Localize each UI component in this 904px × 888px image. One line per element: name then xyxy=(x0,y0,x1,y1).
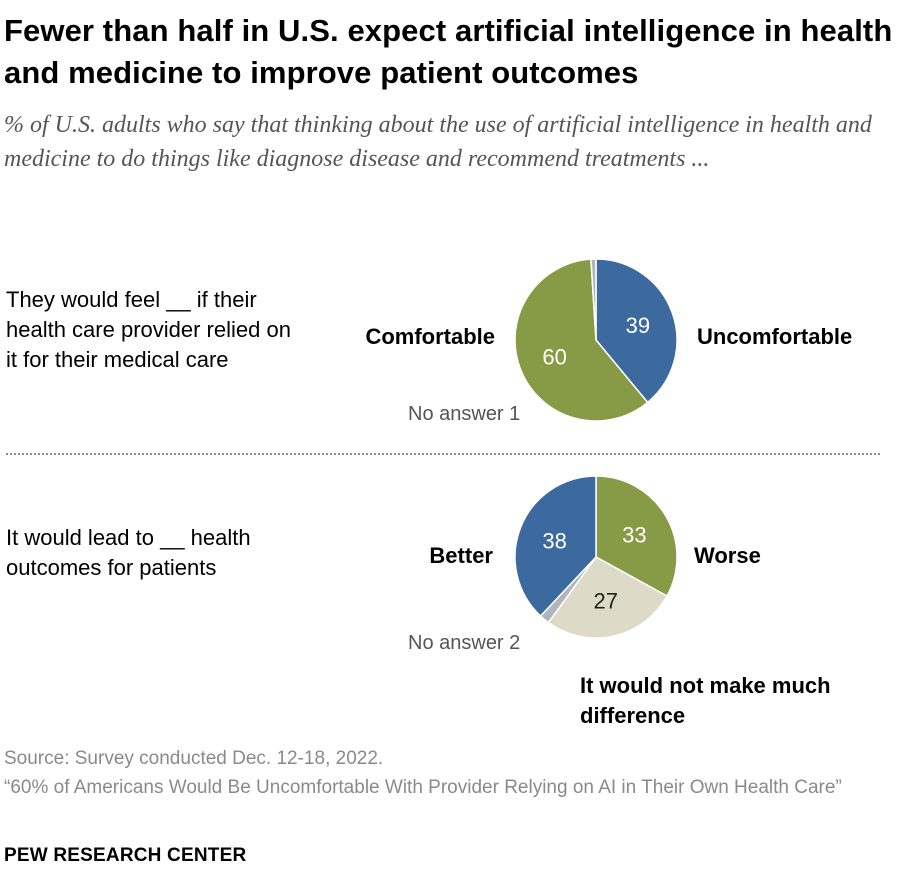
pie1-value-comfortable: 39 xyxy=(626,313,650,338)
pie1-slice-comfortable xyxy=(595,258,678,404)
source-line: Source: Survey conducted Dec. 12-18, 202… xyxy=(4,748,384,769)
pie1-label-no-answer: No answer 1 xyxy=(408,403,521,425)
section-divider xyxy=(6,453,880,455)
pie2-value-worse: 33 xyxy=(622,522,646,547)
pie2-label-no-difference: It would not make much difference xyxy=(580,673,831,728)
question-2-text: It would lead to __ health outcomes for … xyxy=(6,525,251,580)
pie2-label-worse: Worse xyxy=(694,543,761,568)
pie2-value-better: 38 xyxy=(542,529,566,554)
pie2-slice-better xyxy=(514,475,597,618)
pie-chart-2: 33 27 38 xyxy=(514,475,678,639)
pie1-value-uncomfortable: 60 xyxy=(542,344,566,369)
chart-subtitle: % of U.S. adults who say that thinking a… xyxy=(4,112,872,172)
pie1-label-comfortable: Comfortable xyxy=(365,324,495,349)
pie2-slice-worse xyxy=(595,475,678,598)
pie2-label-better: Better xyxy=(429,543,493,568)
pie1-slice-uncomfortable xyxy=(514,258,649,422)
pie-chart-1: 39 60 xyxy=(514,258,678,422)
pie1-label-uncomfortable: Uncomfortable xyxy=(697,324,853,349)
report-title: “60% of Americans Would Be Uncomfortable… xyxy=(4,777,842,798)
question-1-text: They would feel __ if their health care … xyxy=(6,287,291,372)
chart-title: Fewer than half in U.S. expect artificia… xyxy=(4,13,893,90)
pie2-label-no-answer: No answer 2 xyxy=(408,632,521,654)
org-name: PEW RESEARCH CENTER xyxy=(4,845,247,866)
source-note: Source: Survey conducted Dec. 12-18, 202… xyxy=(4,744,884,802)
pie2-slice-it-would-not-make-much-difference xyxy=(547,556,669,639)
pie2-value-it-would-not-make-much-difference: 27 xyxy=(593,588,617,613)
pie1-slice-no-answer xyxy=(590,258,597,341)
